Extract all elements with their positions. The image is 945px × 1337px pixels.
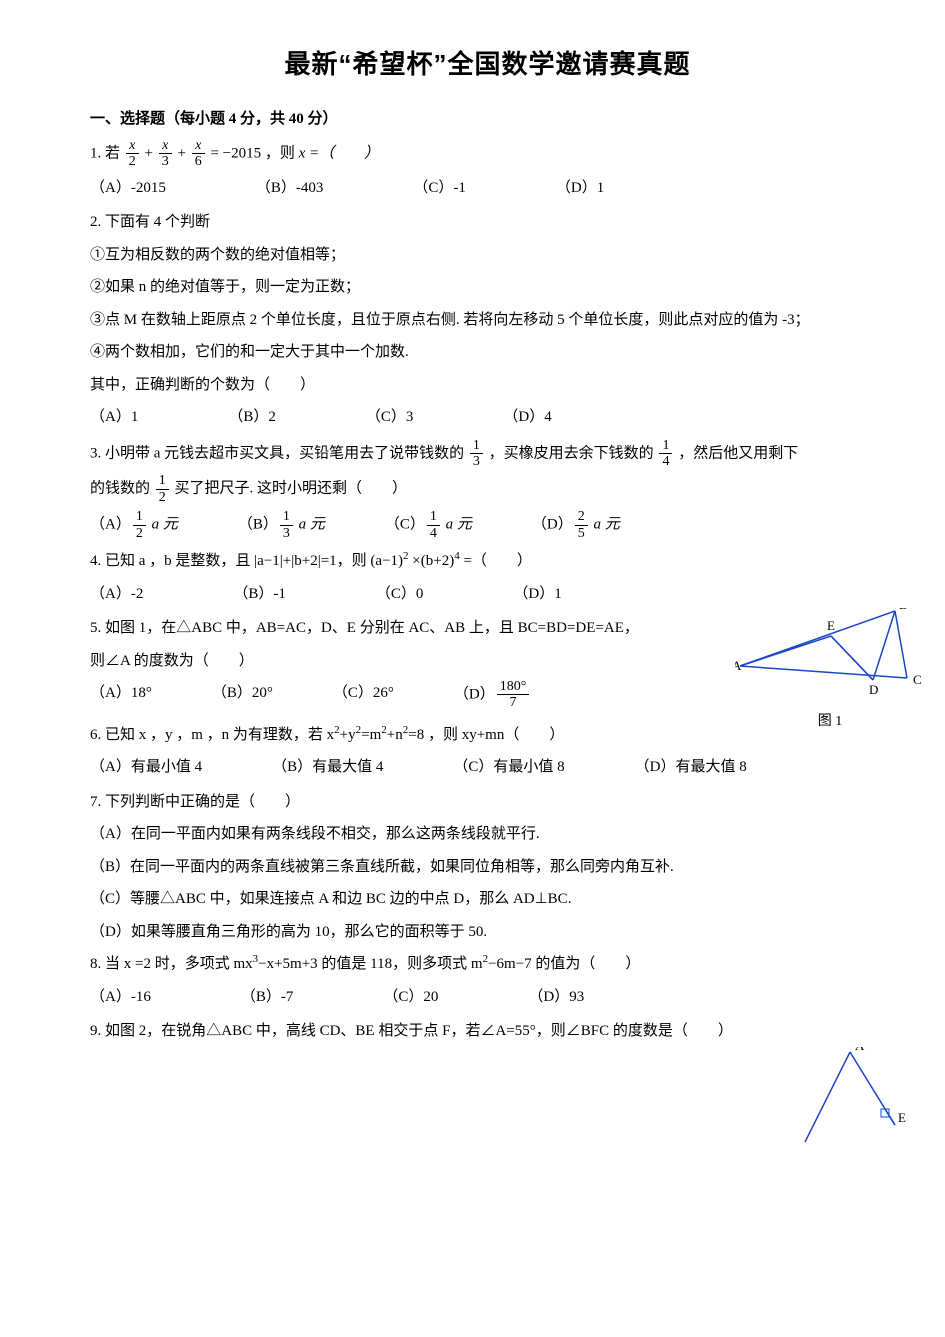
q3-line1: 3. 小明带 a 元钱去超市买文具，买铅笔用去了说带钱数的 13 ，买橡皮用去余… <box>90 438 885 470</box>
q3-options: （A）12 a 元 （B）13 a 元 （C）14 a 元 （D）25 a 元 <box>90 509 885 541</box>
q8-opt-b: （B）-7 <box>241 983 294 1012</box>
q8-opt-c: （C）20 <box>383 983 438 1012</box>
q3-line1-a: 3. 小明带 a 元钱去超市买文具，买铅笔用去了说带钱数的 <box>90 445 464 461</box>
q6-opt-c: （C）有最小值 8 <box>453 753 564 782</box>
q1-rhs: = −2015 <box>210 145 261 161</box>
triangle-diagram-icon: A B C D E <box>735 608 925 698</box>
q6-opt-a: （A）有最小值 4 <box>90 753 202 782</box>
triangle-altitude-icon: AE <box>795 1047 915 1147</box>
plus-icon: + <box>177 145 185 161</box>
q2-s5: 其中，正确判断的个数为（ ） <box>90 371 885 400</box>
q4-opt-d: （D）1 <box>513 580 561 609</box>
plus-icon: + <box>145 145 153 161</box>
q3-line2-b: 买了把尺子. 这时小明还剩（ ） <box>175 481 408 497</box>
q1-opt-a: （A）-2015 <box>90 174 166 203</box>
q1-f2-den: 3 <box>159 153 172 169</box>
q1-stem: 1. 若 x2 + x3 + x6 = −2015 ，则 x =（ ） <box>90 138 885 170</box>
q7-opt-a: （A）在同一平面内如果有两条线段不相交，那么这两条线段就平行. <box>90 820 885 849</box>
q4-opt-b: （B）-1 <box>233 580 286 609</box>
svg-text:A: A <box>735 658 742 673</box>
section-1-header: 一、选择题（每小题 4 分，共 40 分） <box>90 105 885 134</box>
q3-f2-num: 1 <box>659 438 672 453</box>
page-title: 最新“希望杯”全国数学邀请赛真题 <box>90 40 885 89</box>
q3-opt-a: （A）12 a 元 <box>90 509 178 541</box>
q7-opt-d: （D）如果等腰直角三角形的高为 10，那么它的面积等于 50. <box>90 918 885 947</box>
q3-line2-a: 的钱数的 <box>90 481 150 497</box>
q7-opt-b: （B）在同一平面内的两条直线被第三条直线所截，如果同位角相等，那么同旁内角互补. <box>90 853 885 882</box>
q3-f3-num: 1 <box>156 473 169 488</box>
q4-options: （A）-2 （B）-1 （C）0 （D）1 <box>90 580 885 609</box>
q3-line1-b: ，买橡皮用去余下钱数的 <box>489 445 654 461</box>
q4-e2: 4 <box>454 550 460 562</box>
q1-options: （A）-2015 （B）-403 （C）-1 （D）1 <box>90 174 885 203</box>
q3-f1-den: 3 <box>470 453 483 469</box>
q2-stem: 2. 下面有 4 个判断 <box>90 208 885 237</box>
q2-options: （A）1 （B）2 （C）3 （D）4 <box>90 403 885 432</box>
q4-opt-a: （A）-2 <box>90 580 143 609</box>
q5-opt-c: （C）26° <box>333 679 394 711</box>
q5-figure: A B C D E 图 1 <box>735 608 925 735</box>
q9-block: 9. 如图 2，在锐角△ABC 中，高线 CD、BE 相交于点 F，若∠A=55… <box>90 1017 885 1046</box>
svg-text:C: C <box>913 672 922 687</box>
q1-f3-num: x <box>192 138 205 153</box>
q3-f3-den: 2 <box>156 489 169 505</box>
q1-f1-den: 2 <box>126 153 139 169</box>
q1-stem-post: ，则 <box>265 145 295 161</box>
svg-text:A: A <box>855 1047 865 1053</box>
q2-opt-d: （D）4 <box>503 403 551 432</box>
q2-opt-a: （A）1 <box>90 403 138 432</box>
q5-opt-a: （A）18° <box>90 679 152 711</box>
q2-s3: ③点 M 在数轴上距原点 2 个单位长度，且位于原点右侧. 若将向左移动 5 个… <box>90 306 885 335</box>
q1-opt-b: （B）-403 <box>256 174 324 203</box>
q4-c: =（ ） <box>463 553 531 569</box>
q4-b: ×(b+2) <box>412 553 454 569</box>
q6-opt-d: （D）有最大值 8 <box>635 753 747 782</box>
q2-s1: ①互为相反数的两个数的绝对值相等； <box>90 241 885 270</box>
q3-opt-b: （B）13 a 元 <box>238 509 325 541</box>
q3-opt-c: （C）14 a 元 <box>385 509 472 541</box>
q3-f1-num: 1 <box>470 438 483 453</box>
q9-figure: AE <box>795 1047 915 1158</box>
q3-line1-c: ，然后他又用剩下 <box>678 445 798 461</box>
q1-opt-d: （D）1 <box>556 174 604 203</box>
q8-opt-d: （D）93 <box>528 983 584 1012</box>
q8-opt-a: （A）-16 <box>90 983 151 1012</box>
q4-opt-c: （C）0 <box>376 580 424 609</box>
q2-opt-c: （C）3 <box>366 403 414 432</box>
q7-stem: 7. 下列判断中正确的是（ ） <box>90 788 885 817</box>
q5-figcap: 图 1 <box>735 709 925 736</box>
q9-stem: 9. 如图 2，在锐角△ABC 中，高线 CD、BE 相交于点 F，若∠A=55… <box>90 1017 885 1046</box>
q6-opt-b: （B）有最大值 4 <box>272 753 383 782</box>
q1-xeq: x =（ ） <box>299 145 380 161</box>
q8-options: （A）-16 （B）-7 （C）20 （D）93 <box>90 983 885 1012</box>
q2-opt-b: （B）2 <box>228 403 276 432</box>
q4-e1: 2 <box>403 550 409 562</box>
q2-s4: ④两个数相加，它们的和一定大于其中一个加数. <box>90 338 885 367</box>
q3-opt-d: （D）25 a 元 <box>532 509 620 541</box>
q1-f2-num: x <box>159 138 172 153</box>
q1-f1-num: x <box>126 138 139 153</box>
q1-opt-c: （C）-1 <box>413 174 466 203</box>
q3-line2: 的钱数的 12 买了把尺子. 这时小明还剩（ ） <box>90 473 885 505</box>
q5-block: 5. 如图 1，在△ABC 中，AB=AC，D、E 分别在 AC、AB 上，且 … <box>90 614 885 711</box>
q7-opt-c: （C）等腰△ABC 中，如果连接点 A 和边 BC 边的中点 D，那么 AD⊥B… <box>90 885 885 914</box>
svg-text:B: B <box>899 608 908 612</box>
q6-options: （A）有最小值 4 （B）有最大值 4 （C）有最小值 8 （D）有最大值 8 <box>90 753 885 782</box>
q1-f3-den: 6 <box>192 153 205 169</box>
q5-opt-b: （B）20° <box>212 679 273 711</box>
q3-f2-den: 4 <box>659 453 672 469</box>
q4-stem: 4. 已知 a ，b 是整数，且 |a−1|+|b+2|=1，则 (a−1)2 … <box>90 547 885 576</box>
q1-stem-pre: 1. 若 <box>90 145 124 161</box>
q5-opt-d: （D）180°7 <box>454 679 531 711</box>
q2-s2: ②如果 n 的绝对值等于，则一定为正数； <box>90 273 885 302</box>
svg-text:E: E <box>898 1110 906 1125</box>
q8-stem: 8. 当 x =2 时，多项式 mx3−x+5m+3 的值是 118，则多项式 … <box>90 950 885 979</box>
q4-a: 4. 已知 a ，b 是整数，且 |a−1|+|b+2|=1，则 (a−1) <box>90 553 403 569</box>
svg-text:D: D <box>869 682 878 697</box>
svg-text:E: E <box>827 618 835 633</box>
